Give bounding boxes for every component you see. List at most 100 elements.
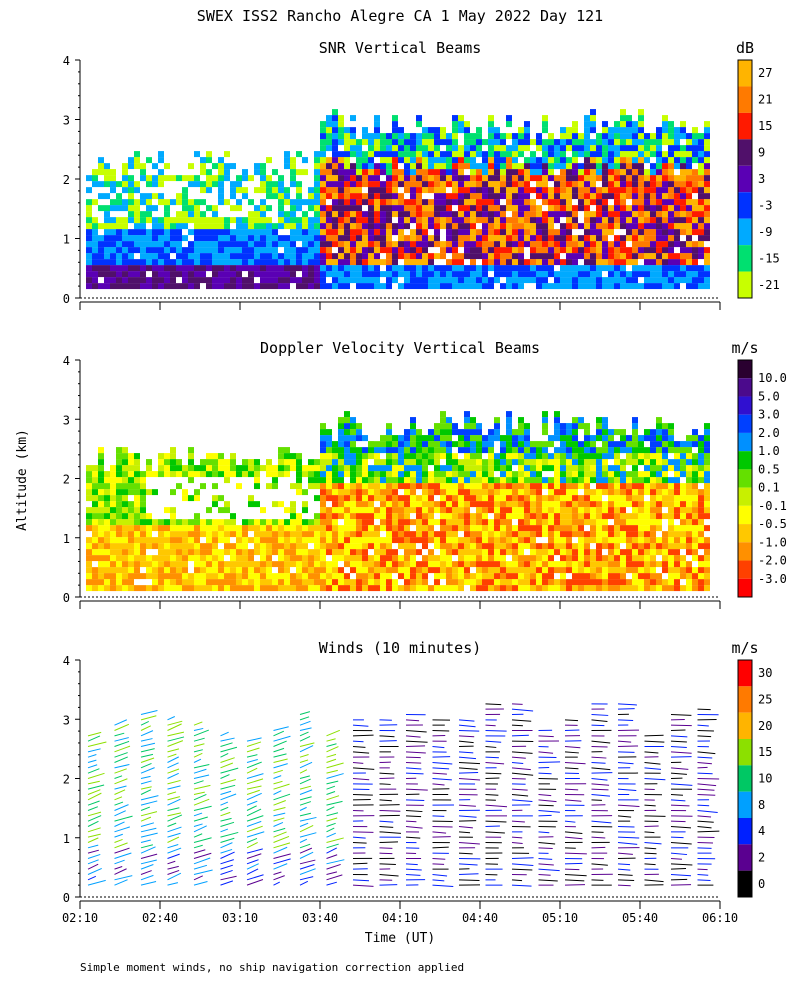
snr-cell — [446, 205, 452, 212]
snr-cell — [104, 235, 110, 242]
snr-cell — [128, 211, 134, 218]
snr-cell — [368, 283, 374, 290]
snr-cell — [386, 151, 392, 158]
snr-cell — [146, 253, 152, 260]
snr-cell — [218, 259, 224, 266]
doppler-cell — [422, 543, 428, 550]
doppler-cell — [410, 453, 416, 460]
doppler-cell — [194, 501, 200, 508]
doppler-cell — [440, 543, 446, 550]
doppler-cell — [314, 507, 320, 514]
snr-cell — [524, 283, 530, 290]
snr-cell — [536, 235, 542, 242]
doppler-cell — [608, 567, 614, 574]
doppler-cell — [266, 573, 272, 580]
doppler-cell — [584, 459, 590, 466]
doppler-cell — [590, 579, 596, 586]
doppler-cell — [446, 501, 452, 508]
snr-cell — [692, 193, 698, 200]
snr-cell — [470, 259, 476, 266]
doppler-cell — [230, 483, 236, 490]
doppler-cell — [128, 465, 134, 472]
snr-cell — [698, 277, 704, 284]
doppler-cell — [392, 513, 398, 520]
doppler-cell — [104, 483, 110, 490]
doppler-cell — [356, 453, 362, 460]
doppler-cell — [212, 459, 218, 466]
snr-cell — [548, 193, 554, 200]
doppler-cell — [266, 567, 272, 574]
doppler-cell — [272, 585, 278, 592]
snr-cell — [608, 169, 614, 176]
snr-cell — [494, 241, 500, 248]
doppler-cell — [524, 483, 530, 490]
doppler-cell — [218, 561, 224, 568]
doppler-cell — [236, 537, 242, 544]
snr-cell — [704, 277, 710, 284]
doppler-cell — [494, 453, 500, 460]
doppler-cell — [152, 543, 158, 550]
snr-cell — [602, 235, 608, 242]
doppler-cell — [332, 573, 338, 580]
doppler-cell — [392, 483, 398, 490]
snr-cell — [572, 205, 578, 212]
snr-cell — [524, 265, 530, 272]
doppler-cell — [566, 507, 572, 514]
doppler-cell — [560, 519, 566, 526]
doppler-cell — [356, 585, 362, 592]
doppler-cell — [494, 537, 500, 544]
doppler-cell — [470, 585, 476, 592]
doppler-cell — [602, 459, 608, 466]
snr-cell — [548, 145, 554, 152]
y-axis-label: Altitude (km) — [15, 429, 30, 531]
doppler-cell — [464, 519, 470, 526]
snr-cell — [176, 223, 182, 230]
snr-cell — [470, 163, 476, 170]
snr-cell — [350, 127, 356, 134]
doppler-cell — [488, 573, 494, 580]
doppler-cell — [512, 519, 518, 526]
snr-cell — [404, 211, 410, 218]
snr-cell — [296, 193, 302, 200]
doppler-cell — [458, 519, 464, 526]
snr-cell — [488, 265, 494, 272]
snr-colorbar-label: -21 — [758, 278, 780, 292]
doppler-cell — [200, 531, 206, 538]
snr-cell — [386, 157, 392, 164]
snr-cell — [470, 193, 476, 200]
snr-cell — [314, 217, 320, 224]
doppler-cell — [374, 543, 380, 550]
snr-cell — [392, 199, 398, 206]
doppler-cell — [416, 477, 422, 484]
snr-cell — [554, 193, 560, 200]
snr-cell — [308, 247, 314, 254]
snr-cell — [92, 283, 98, 290]
snr-cell — [704, 235, 710, 242]
doppler-cell — [566, 483, 572, 490]
snr-cell — [680, 181, 686, 188]
snr-cell — [668, 163, 674, 170]
doppler-cell — [164, 459, 170, 466]
doppler-cell — [416, 501, 422, 508]
snr-cell — [464, 169, 470, 176]
doppler-cell — [482, 561, 488, 568]
snr-cell — [602, 187, 608, 194]
snr-cell — [458, 151, 464, 158]
snr-cell — [416, 133, 422, 140]
doppler-cell — [188, 489, 194, 496]
snr-cell — [554, 277, 560, 284]
snr-cell — [638, 247, 644, 254]
doppler-cell — [404, 519, 410, 526]
snr-cell — [674, 259, 680, 266]
snr-cell — [494, 271, 500, 278]
snr-cell — [194, 199, 200, 206]
doppler-cell — [380, 471, 386, 478]
doppler-cell — [128, 495, 134, 502]
snr-cell — [122, 211, 128, 218]
doppler-cell — [398, 561, 404, 568]
doppler-cell — [356, 525, 362, 532]
doppler-cell — [386, 495, 392, 502]
snr-cell — [380, 157, 386, 164]
snr-cell — [404, 187, 410, 194]
snr-cell — [350, 277, 356, 284]
